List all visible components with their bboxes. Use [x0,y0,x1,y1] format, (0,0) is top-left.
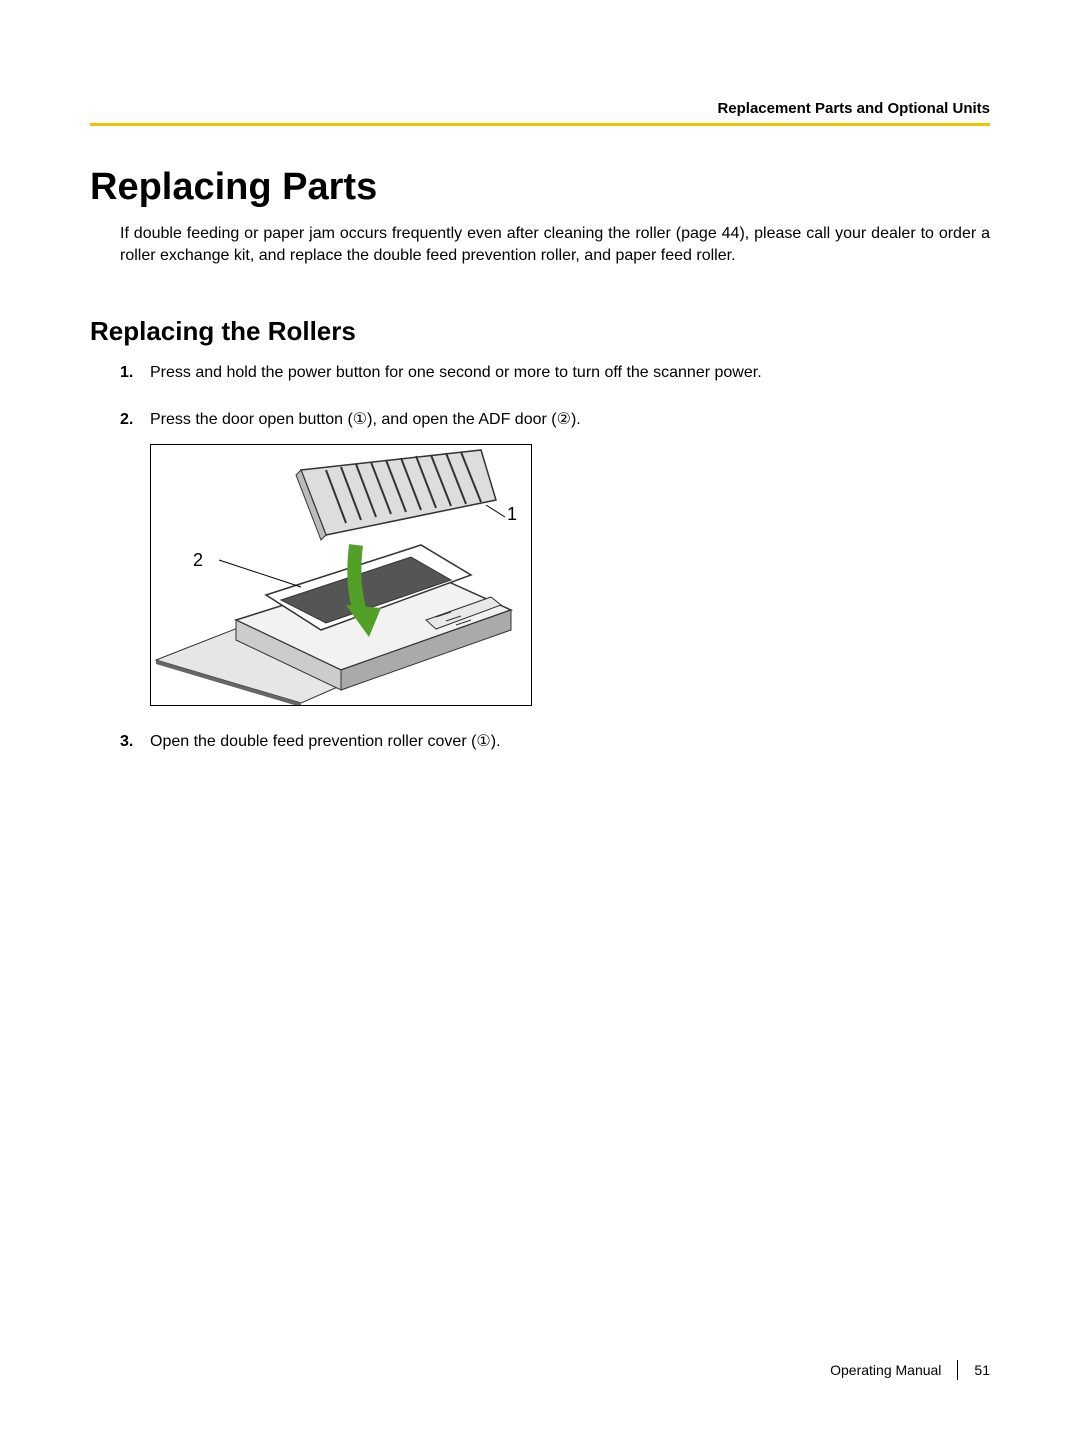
figure-callout-2: 2 [193,547,203,573]
step-2-text-c: ). [571,411,581,428]
intro-paragraph: If double feeding or paper jam occurs fr… [120,223,990,266]
step-2-text-a: Press the door open button ( [150,411,353,428]
step-2-figure: 1 2 [150,444,532,706]
step-2: Press the door open button (①), and open… [120,408,990,705]
circled-1-icon: ① [353,408,367,431]
footer-divider [957,1360,958,1380]
footer-doc-title: Operating Manual [830,1362,941,1378]
manual-page: Replacement Parts and Optional Units Rep… [0,0,1080,1440]
step-2-text-b: ), and open the ADF door ( [367,411,556,428]
step-1-text: Press and hold the power button for one … [150,364,762,381]
header-divider-rule [90,123,990,126]
page-footer: Operating Manual 51 [830,1360,990,1380]
steps-list: Press and hold the power button for one … [120,361,990,753]
scanner-illustration [151,445,531,705]
section-subtitle: Replacing the Rollers [90,316,990,347]
step-1: Press and hold the power button for one … [120,361,990,384]
circled-1-icon: ① [476,730,490,753]
circled-2-icon: ② [557,408,571,431]
step-3-text-a: Open the double feed prevention roller c… [150,733,476,750]
step-3-text-b: ). [491,733,501,750]
footer-page-number: 51 [974,1362,990,1378]
page-title: Replacing Parts [90,166,990,209]
step-3: Open the double feed prevention roller c… [120,730,990,753]
figure-callout-1: 1 [507,501,517,527]
header-section-label: Replacement Parts and Optional Units [90,100,990,117]
